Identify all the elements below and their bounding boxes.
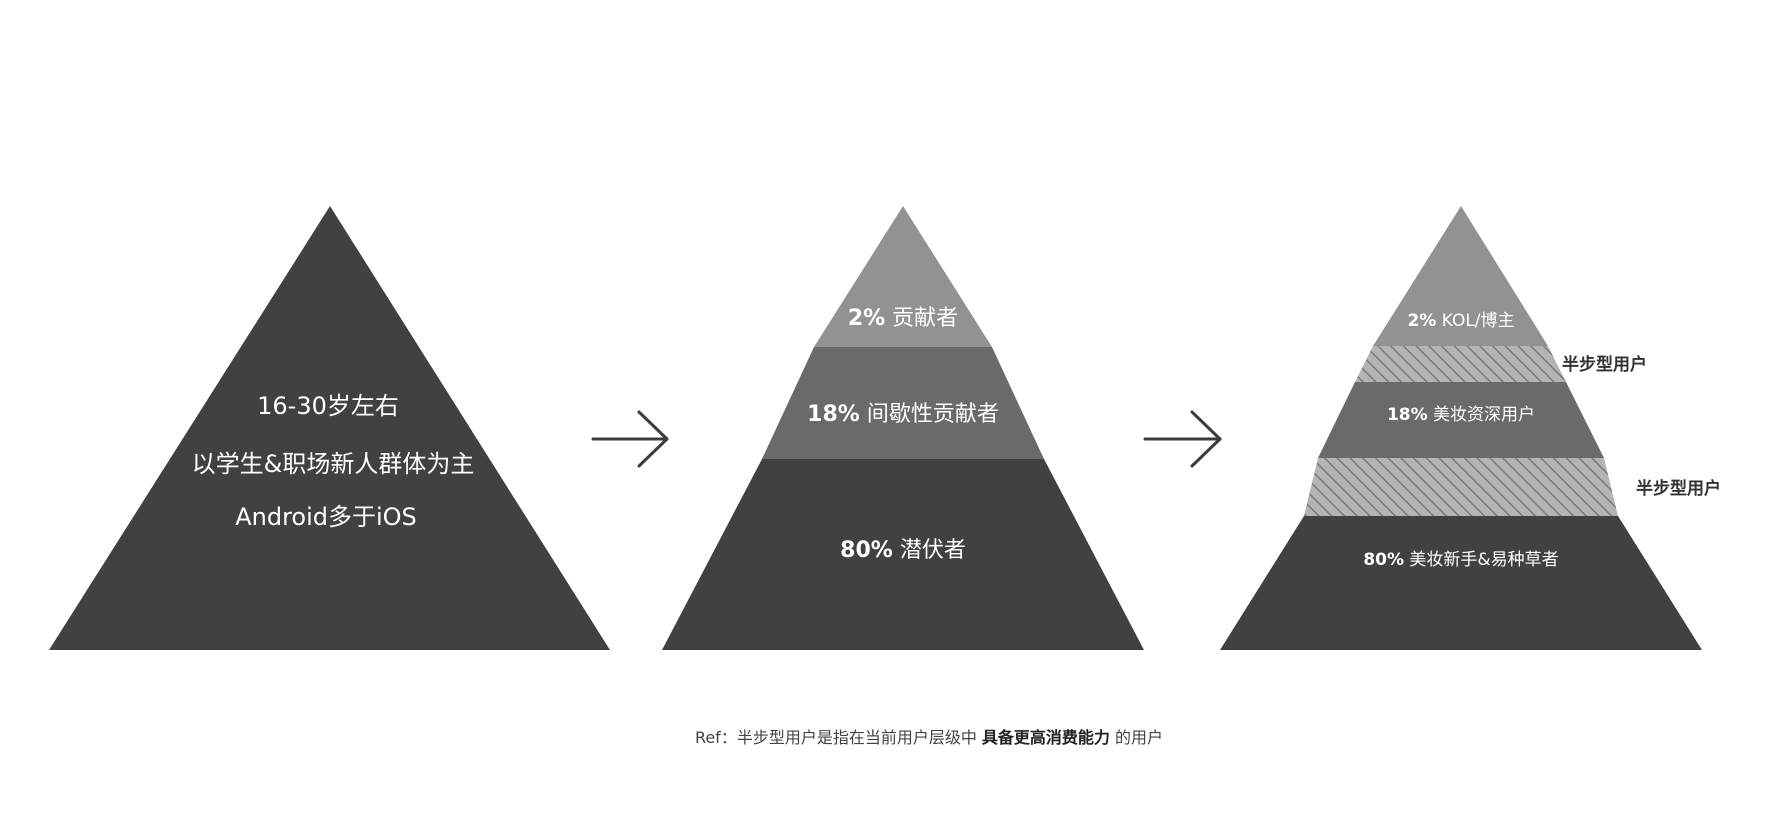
pyramid-demographics-shape bbox=[49, 206, 610, 650]
tier-novice-users bbox=[1220, 516, 1702, 650]
senior-users-text: 美妆资深用户 bbox=[1433, 405, 1535, 425]
tier-senior-users bbox=[1318, 382, 1604, 458]
tier-middle-label: 18% 间歇性贡献者 bbox=[807, 402, 999, 427]
tier-middle-text: 间歇性贡献者 bbox=[867, 402, 999, 427]
tier-top-label: 2% 贡献者 bbox=[848, 306, 958, 331]
tier-top-contributors bbox=[814, 206, 992, 347]
half-step-label-upper: 半步型用户 bbox=[1562, 354, 1647, 375]
kol-text: KOL/博主 bbox=[1442, 311, 1515, 331]
novice-users-text: 美妆新手&易种草者 bbox=[1409, 550, 1558, 570]
tier-bottom-text: 潜伏者 bbox=[900, 538, 966, 563]
age-range-text: 16-30岁左右 bbox=[257, 392, 399, 420]
tier-top-pct: 2% bbox=[848, 306, 885, 331]
tier-lurkers bbox=[662, 459, 1144, 650]
arrow-right-icon bbox=[591, 410, 669, 468]
arrow-1-head bbox=[637, 410, 669, 468]
tier-bottom-label: 80% 潜伏者 bbox=[840, 538, 966, 563]
tier-kol bbox=[1373, 206, 1548, 346]
tier-intermittent-contributors bbox=[762, 347, 1044, 459]
half-step-label-lower: 半步型用户 bbox=[1636, 478, 1721, 499]
senior-users-label: 18% 美妆资深用户 bbox=[1387, 405, 1535, 425]
footnote-suffix: 的用户 bbox=[1115, 728, 1163, 747]
arrow-2-head bbox=[1190, 410, 1222, 468]
half-step-band-upper bbox=[1355, 346, 1566, 382]
senior-users-pct: 18% bbox=[1387, 405, 1428, 425]
kol-label: 2% KOL/博主 bbox=[1407, 311, 1514, 331]
footnote-bold: 具备更高消费能力 bbox=[982, 728, 1110, 747]
pyramid-beauty-users: 2% KOL/博主 18% 美妆资深用户 80% 美妆新手&易种草者 半步型用户… bbox=[1220, 206, 1721, 650]
tier-bottom-pct: 80% bbox=[840, 538, 893, 563]
tier-middle-pct: 18% bbox=[807, 402, 860, 427]
half-step-band-lower bbox=[1304, 458, 1618, 516]
footnote-prefix: Ref：半步型用户是指在当前用户层级中 bbox=[695, 728, 977, 747]
novice-users-pct: 80% bbox=[1363, 550, 1404, 570]
footnote: Ref：半步型用户是指在当前用户层级中 具备更高消费能力 的用户 bbox=[695, 728, 1163, 747]
pyramid-demographics: 16-30岁左右 以学生&职场新人群体为主 Android多于iOS bbox=[49, 206, 610, 650]
novice-users-label: 80% 美妆新手&易种草者 bbox=[1363, 550, 1558, 570]
tier-top-text: 贡献者 bbox=[892, 306, 958, 331]
platform-text: Android多于iOS bbox=[235, 503, 417, 531]
user-group-text: 以学生&职场新人群体为主 bbox=[192, 450, 475, 478]
pyramid-contribution: 2% 贡献者 18% 间歇性贡献者 80% 潜伏者 bbox=[662, 206, 1144, 650]
arrow-right-icon bbox=[1143, 410, 1222, 468]
kol-pct: 2% bbox=[1407, 311, 1436, 331]
